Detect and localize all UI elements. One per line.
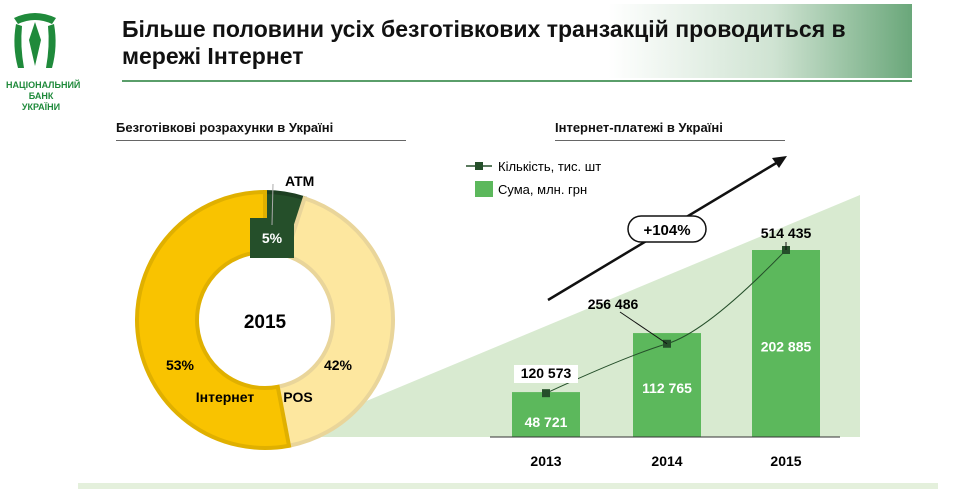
legend-count: Кількість, тис. шт <box>498 159 601 174</box>
growth-triangle <box>280 195 860 437</box>
pos-percent: 42% <box>324 357 353 373</box>
bar-2014 <box>633 333 701 437</box>
bar-value-label: 112 765 <box>642 380 692 396</box>
count-value-label: 514 435 <box>761 225 812 241</box>
bank-name-line: БАНК <box>28 91 54 101</box>
bank-name-line: УКРАЇНИ <box>21 102 61 112</box>
bar-value-label: 202 885 <box>761 339 812 355</box>
legend-bar-icon <box>475 181 493 197</box>
footer-band <box>78 483 938 489</box>
atm-percent: 5% <box>262 230 283 246</box>
count-value-label: 120 573 <box>521 365 572 381</box>
section-title-internet: Інтернет-платежі в Україні <box>555 120 785 141</box>
bank-name: НАЦІОНАЛЬНИЙ БАНК УКРАЇНИ <box>6 80 81 113</box>
atm-name: ATM <box>285 173 314 189</box>
page-title: Більше половини усіх безготівкових транз… <box>122 16 846 69</box>
header-gradient <box>360 4 912 78</box>
count-leader-line <box>619 311 668 345</box>
header-divider <box>122 80 912 82</box>
bar-chart: 48 721 2013 112 765 2014 202 885 2015 120 573 2… <box>512 225 820 469</box>
count-value-label: 256 486 <box>588 296 639 312</box>
growth-badge <box>627 215 707 243</box>
atm-leader-line <box>271 183 274 226</box>
donut-chart: 5% ATM 42% POS 53%Інтернет <box>135 173 395 450</box>
internet-name: Інтернет <box>196 389 255 405</box>
donut-slice-internet <box>135 189 292 450</box>
donut-center-label: 2015 <box>244 312 287 333</box>
pos-name: POS <box>283 389 313 405</box>
arrow-head-icon <box>772 156 787 168</box>
bar-2013 <box>512 392 580 437</box>
legend-sum: Сума, млн. грн <box>498 182 587 197</box>
donut-slice-pos <box>275 195 395 449</box>
nbu-logo-icon <box>14 13 56 68</box>
bar-value-label: 48 721 <box>525 414 568 430</box>
internet-percent: 53% <box>166 357 195 373</box>
x-tick-label: 2013 <box>530 453 561 469</box>
section-title-cashless: Безготівкові розрахунки в Україні <box>116 120 406 141</box>
bar-2015 <box>752 250 820 437</box>
legend-marker-icon <box>475 162 483 170</box>
growth-label: +104% <box>643 222 690 239</box>
count-point <box>542 389 550 398</box>
x-tick-label: 2014 <box>651 453 682 469</box>
x-tick-label: 2015 <box>770 453 801 469</box>
count-label-box <box>514 365 578 383</box>
bank-name-line: НАЦІОНАЛЬНИЙ <box>6 80 81 90</box>
